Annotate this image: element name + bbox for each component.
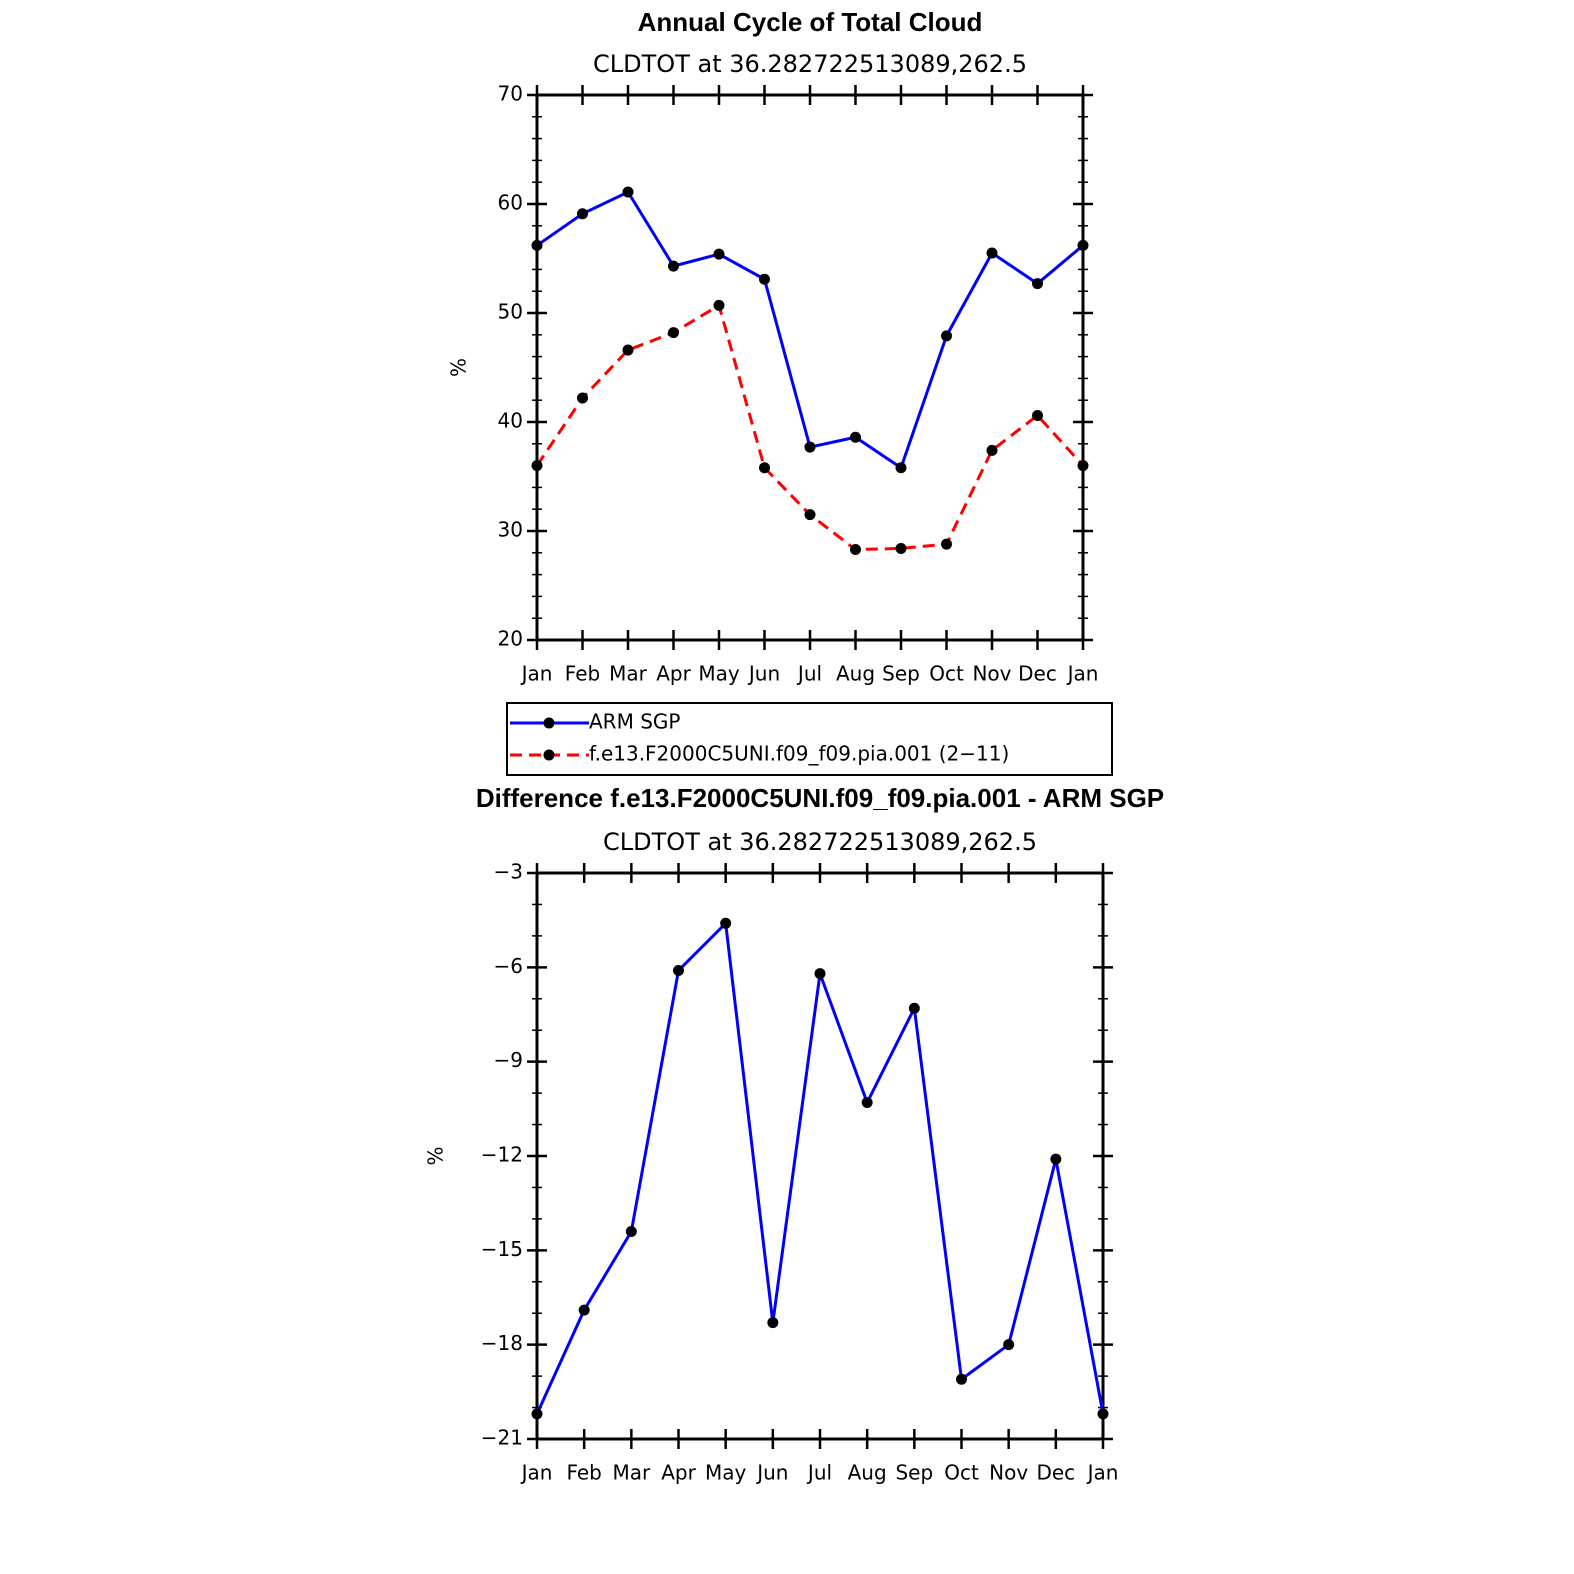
plot-frame (535, 93, 1085, 642)
legend-marker (543, 717, 555, 729)
x-tick-label: Oct (929, 662, 964, 686)
plot-frame (535, 871, 1105, 1441)
data-point (577, 392, 588, 404)
x-tick-label: Jan (1066, 662, 1099, 686)
x-tick-label: Jun (755, 1461, 788, 1485)
x-tick-label: Feb (565, 662, 600, 686)
data-point (1050, 1153, 1062, 1165)
chart-title: Difference f.e13.F2000C5UNI.f09_f09.pia.… (476, 783, 1164, 813)
data-point (668, 327, 679, 339)
data-point (1077, 239, 1089, 251)
data-point (622, 344, 634, 356)
data-point (1032, 409, 1043, 421)
x-tick-label: Dec (1018, 662, 1057, 686)
x-tick-label: May (705, 1461, 747, 1485)
legend-label: f.e13.F2000C5UNI.f09_f09.pia.001 (2−11) (589, 742, 1009, 766)
y-tick-label: 40 (498, 409, 523, 433)
data-point (941, 330, 952, 342)
y-tick-label: 60 (498, 191, 523, 215)
x-tick-label: Dec (1036, 1461, 1075, 1485)
y-axis-label: % (447, 358, 471, 377)
x-tick-label: Aug (848, 1461, 887, 1485)
x-tick-label: Mar (609, 662, 648, 686)
y-tick-label: 50 (498, 300, 523, 324)
data-point (986, 247, 998, 259)
data-point (804, 441, 816, 453)
data-point (1097, 1408, 1109, 1420)
y-axis-label: % (424, 1146, 448, 1165)
x-tick-label: Jul (806, 1461, 832, 1485)
x-tick-label: Jan (520, 662, 553, 686)
data-point (622, 186, 634, 198)
data-point (986, 444, 998, 456)
data-point (759, 273, 770, 285)
y-tick-label: 20 (498, 627, 523, 651)
x-tick-label: Sep (882, 662, 920, 686)
data-point (908, 1002, 920, 1014)
data-point (895, 542, 907, 554)
data-point (1003, 1339, 1015, 1351)
chart-subtitle: CLDTOT at 36.282722513089,262.5 (593, 50, 1027, 78)
data-point (895, 462, 907, 474)
chart-title: Annual Cycle of Total Cloud (638, 7, 983, 37)
x-tick-label: Mar (612, 1461, 651, 1485)
x-tick-label: Jun (747, 662, 780, 686)
data-point (531, 1408, 543, 1420)
x-tick-label: Oct (944, 1461, 979, 1485)
data-point (531, 239, 543, 251)
y-tick-label: −9 (494, 1048, 523, 1072)
y-tick-label: −3 (494, 860, 523, 884)
x-tick-label: Nov (989, 1461, 1028, 1485)
data-point (1077, 460, 1089, 472)
x-tick-label: Feb (566, 1461, 601, 1485)
data-point (814, 968, 826, 980)
data-point (668, 260, 679, 272)
y-tick-label: −6 (494, 954, 523, 978)
data-point (861, 1097, 873, 1109)
data-point (759, 462, 770, 474)
x-tick-label: Nov (972, 662, 1011, 686)
data-point (1032, 278, 1043, 290)
y-tick-label: −18 (481, 1331, 523, 1355)
data-point (713, 299, 725, 311)
x-tick-label: Jan (1086, 1461, 1119, 1485)
data-point (713, 248, 725, 260)
y-tick-label: −12 (481, 1143, 523, 1167)
series-line (536, 190, 1084, 471)
data-point (625, 1225, 637, 1237)
y-tick-label: 30 (498, 518, 523, 542)
data-point (673, 964, 684, 976)
data-point (941, 538, 952, 550)
x-tick-label: Apr (656, 662, 691, 686)
y-tick-label: 70 (498, 82, 523, 106)
x-tick-label: Sep (895, 1461, 933, 1485)
data-point (956, 1373, 967, 1385)
legend-box (506, 702, 1113, 776)
chart-subtitle: CLDTOT at 36.282722513089,262.5 (603, 828, 1037, 856)
data-point (767, 1317, 779, 1329)
series-line (535, 920, 1105, 1415)
x-tick-label: May (698, 662, 740, 686)
data-point (804, 509, 816, 521)
y-tick-label: −15 (481, 1237, 523, 1261)
legend-marker (543, 749, 555, 761)
x-tick-label: Apr (661, 1461, 696, 1485)
data-point (850, 544, 861, 556)
x-tick-label: Jan (520, 1461, 553, 1485)
x-tick-label: Aug (836, 662, 875, 686)
data-point (720, 917, 732, 929)
data-point (850, 431, 861, 443)
legend-label: ARM SGP (589, 710, 680, 734)
data-point (578, 1304, 590, 1316)
x-tick-label: Jul (796, 662, 822, 686)
data-point (577, 208, 588, 220)
y-tick-label: −21 (481, 1426, 523, 1450)
data-point (531, 460, 543, 472)
